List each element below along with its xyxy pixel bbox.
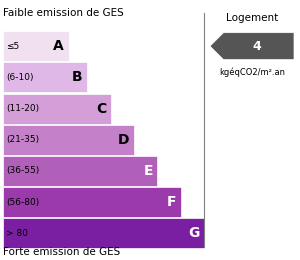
FancyBboxPatch shape	[3, 94, 111, 124]
Text: Forte emission de GES: Forte emission de GES	[3, 248, 120, 257]
Text: > 80: > 80	[6, 229, 28, 238]
FancyBboxPatch shape	[3, 62, 87, 92]
Text: G: G	[188, 226, 200, 240]
Text: (21-35): (21-35)	[6, 135, 39, 144]
Text: Logement: Logement	[226, 13, 278, 23]
Text: ≤5: ≤5	[6, 42, 19, 51]
Text: 4: 4	[252, 40, 261, 53]
Text: F: F	[167, 195, 176, 209]
Text: (36-55): (36-55)	[6, 166, 39, 176]
Text: (56-80): (56-80)	[6, 198, 39, 207]
Text: D: D	[118, 133, 130, 147]
Text: E: E	[143, 164, 153, 178]
FancyBboxPatch shape	[3, 31, 68, 61]
FancyBboxPatch shape	[3, 218, 204, 248]
Text: (6-10): (6-10)	[6, 73, 34, 82]
FancyBboxPatch shape	[3, 187, 181, 217]
Text: (11-20): (11-20)	[6, 104, 39, 113]
FancyBboxPatch shape	[3, 156, 158, 186]
Text: A: A	[53, 39, 64, 53]
Text: B: B	[72, 70, 83, 84]
FancyBboxPatch shape	[3, 125, 134, 155]
Text: C: C	[96, 102, 106, 115]
Polygon shape	[210, 33, 294, 60]
Text: Faible emission de GES: Faible emission de GES	[3, 8, 124, 18]
Text: kgéqCO2/m².an: kgéqCO2/m².an	[219, 67, 285, 77]
